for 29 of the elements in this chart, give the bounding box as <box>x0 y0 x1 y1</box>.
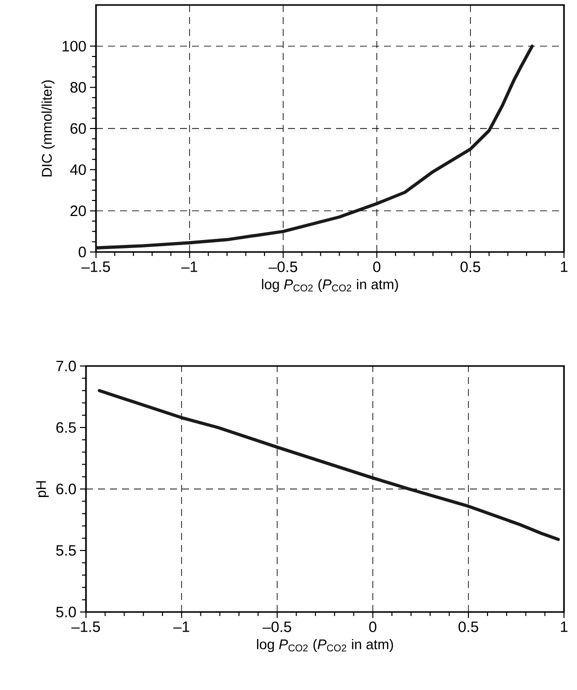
x-tick-label: –0.5 <box>262 622 292 632</box>
x-tick-label: –1 <box>173 622 190 632</box>
y-tick-label: 40 <box>70 164 86 175</box>
y-tick-label: 80 <box>70 82 86 93</box>
x-tick-label: 0.5 <box>460 262 480 272</box>
x-axis-title: log P$_{CO2}$ (P$_{CO2}$ in atm) <box>257 639 393 652</box>
x-tick-label: 1 <box>560 262 568 272</box>
x-tick-label: 1 <box>560 622 568 632</box>
y-tick-label: 60 <box>70 123 86 134</box>
y-axis-title: DIC (mmol/liter) <box>42 80 55 176</box>
y-tick-label: 6.5 <box>56 422 76 433</box>
x-tick-label: 0 <box>369 622 376 632</box>
y-tick-label: 7.0 <box>56 360 76 372</box>
y-tick-label: 100 <box>62 40 86 52</box>
y-tick-label: 20 <box>70 206 86 216</box>
y-tick-label: 5.0 <box>56 606 76 618</box>
line-series <box>96 44 534 250</box>
line-series <box>98 388 560 542</box>
x-axis-title: log P$_{CO2}$ (P$_{CO2}$ in atm) <box>262 279 398 292</box>
x-tick-label: 0.5 <box>458 622 478 632</box>
x-tick-label: –0.5 <box>268 262 298 272</box>
y-tick-label: 5.5 <box>56 545 76 556</box>
y-tick-label: 0 <box>78 246 86 258</box>
y-axis-title: pH <box>36 481 49 498</box>
y-tick-label: 6.0 <box>56 484 76 494</box>
x-tick-label: –1.5 <box>81 262 110 272</box>
x-tick-label: –1 <box>181 262 198 272</box>
x-tick-label: 0 <box>373 262 380 272</box>
x-tick-label: –1.5 <box>71 622 100 632</box>
